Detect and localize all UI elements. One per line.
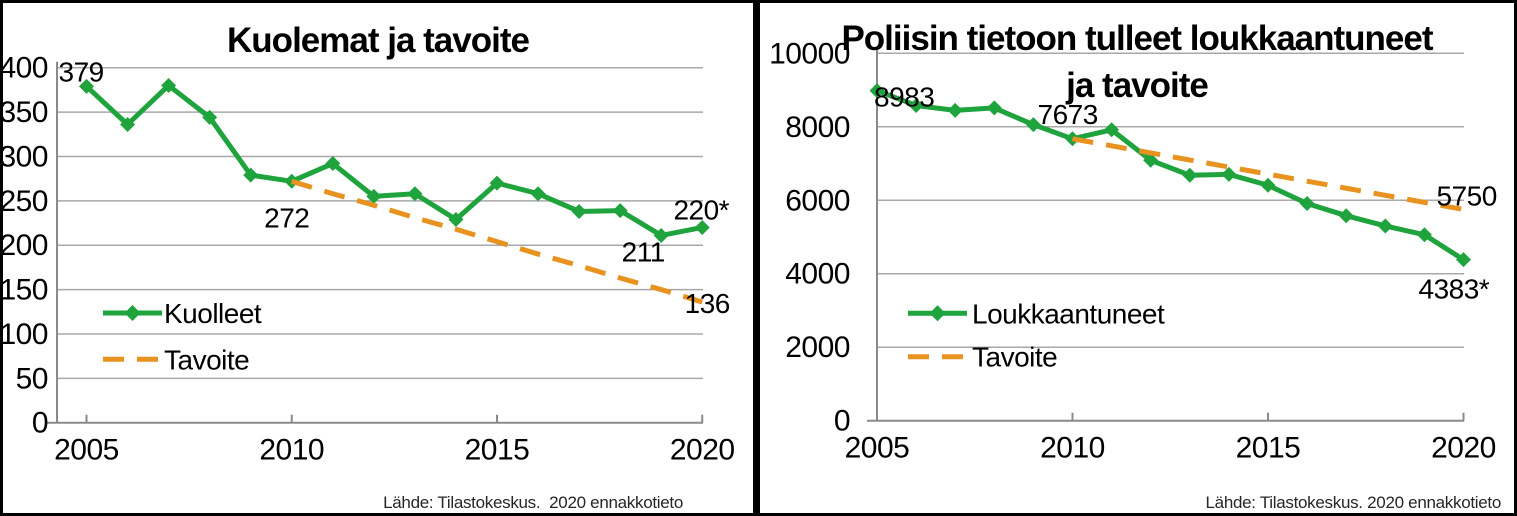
deaths-chart-panel: Kuolemat ja tavoite 2005 2010 2015 2020 0 50 1… — [3, 3, 753, 513]
data-point-marker — [325, 156, 341, 172]
data-point-marker — [947, 102, 963, 118]
x-tick-label: 2015 — [1236, 432, 1301, 465]
injuries-chart: 2005 2010 2015 2020 0 2000 4000 6000 8000 10000 89… — [769, 37, 1497, 465]
x-tick-label: 2005 — [54, 434, 119, 467]
injuries-chart-title: Poliisin tietoon tulleet loukkaantuneet … — [760, 15, 1514, 109]
data-point-marker — [489, 175, 505, 191]
data-label: 136 — [685, 288, 730, 319]
y-tick-label: 2000 — [785, 331, 850, 364]
data-point-marker — [366, 188, 382, 204]
data-point-marker — [120, 117, 136, 132]
data-point-marker — [986, 100, 1002, 116]
injuries-chart-title-line-1: Poliisin tietoon tulleet loukkaantuneet — [841, 19, 1433, 58]
deaths-chart-title-line: Kuolemat ja tavoite — [227, 21, 530, 60]
data-point-marker — [407, 186, 423, 202]
injuries-chart-title-line-2: ja tavoite — [1066, 66, 1209, 105]
data-point-marker — [202, 109, 218, 125]
data-point-marker — [1182, 167, 1198, 183]
legend-label: Tavoite — [972, 342, 1057, 373]
data-label: 379 — [59, 56, 104, 87]
y-tick-label: 6000 — [785, 184, 850, 217]
y-tick-label: 150 — [3, 274, 48, 307]
panel-divider — [753, 3, 760, 513]
deaths-chart-title: Kuolemat ja tavoite — [3, 17, 753, 64]
x-tick-label: 2005 — [845, 432, 910, 465]
x-tick-label: 2015 — [465, 434, 530, 467]
injuries-source-note: Lähde: Tilastokeskus. 2020 ennakkotieto — [1205, 493, 1502, 512]
y-tick-label: 50 — [16, 362, 48, 395]
deaths-chart: 2005 2010 2015 2020 0 50 100 150 200 250 300 350 400… — [3, 52, 735, 467]
legend-marker-sample — [124, 305, 141, 321]
x-tick-label: 2020 — [1431, 432, 1496, 465]
y-tick-label: 8000 — [785, 111, 850, 144]
data-point-marker — [1456, 252, 1471, 268]
data-point-marker — [1338, 208, 1354, 224]
data-point-marker — [571, 203, 587, 219]
data-point-marker — [161, 77, 177, 93]
data-label: 7673 — [1038, 99, 1098, 130]
data-point-marker — [1299, 195, 1315, 211]
y-tick-label: 0 — [32, 407, 48, 440]
deaths-source-note: Lähde: Tilastokeskus. 2020 ennakkotieto — [383, 493, 683, 512]
series-line-tavoite — [1072, 136, 1464, 212]
data-point-marker — [530, 186, 546, 202]
y-tick-label: 400 — [3, 52, 48, 85]
x-tick-label: 2010 — [259, 434, 324, 467]
data-point-marker — [908, 97, 924, 113]
series-line-kuolleet — [84, 82, 703, 238]
data-label: 5750 — [1437, 180, 1497, 211]
data-point-marker — [653, 227, 669, 243]
data-point-marker — [1377, 218, 1393, 234]
data-point-marker — [1025, 117, 1041, 133]
series-line-loukkaantuneet — [876, 88, 1465, 262]
series-line-tavoite — [291, 178, 703, 305]
data-label: 4383* — [1419, 274, 1490, 305]
x-tick-label: 2020 — [670, 434, 735, 467]
data-point-marker — [1143, 152, 1159, 168]
data-label: 211 — [622, 236, 665, 267]
legend-label: Loukkaantuneet — [972, 298, 1165, 329]
y-tick-label: 4000 — [785, 258, 850, 291]
data-point-marker — [612, 203, 628, 219]
legend-label: Tavoite — [164, 344, 249, 375]
data-point-marker — [243, 167, 259, 183]
y-tick-label: 10000 — [769, 37, 850, 70]
x-tick-label: 2010 — [1040, 432, 1105, 465]
data-point-marker — [694, 219, 710, 235]
injuries-chart-panel: Poliisin tietoon tulleet loukkaantuneet … — [760, 3, 1514, 513]
data-point-marker — [79, 78, 94, 94]
data-label: 8983 — [874, 82, 934, 113]
data-point-marker — [1416, 227, 1432, 243]
data-label: 220* — [673, 194, 729, 225]
legend-marker-sample — [929, 305, 946, 322]
data-point-marker — [1104, 122, 1120, 138]
data-label: 272 — [264, 202, 309, 233]
data-point-marker — [448, 211, 464, 227]
y-tick-label: 100 — [3, 318, 48, 351]
y-tick-label: 200 — [3, 229, 48, 262]
y-tick-label: 350 — [3, 96, 48, 129]
y-tick-label: 300 — [3, 140, 48, 173]
y-tick-label: 0 — [834, 405, 850, 438]
legend-label: Kuolleet — [164, 298, 262, 329]
y-tick-label: 250 — [3, 185, 48, 218]
data-point-marker — [869, 83, 885, 99]
data-point-marker — [1221, 166, 1237, 182]
data-point-marker — [1260, 177, 1276, 193]
